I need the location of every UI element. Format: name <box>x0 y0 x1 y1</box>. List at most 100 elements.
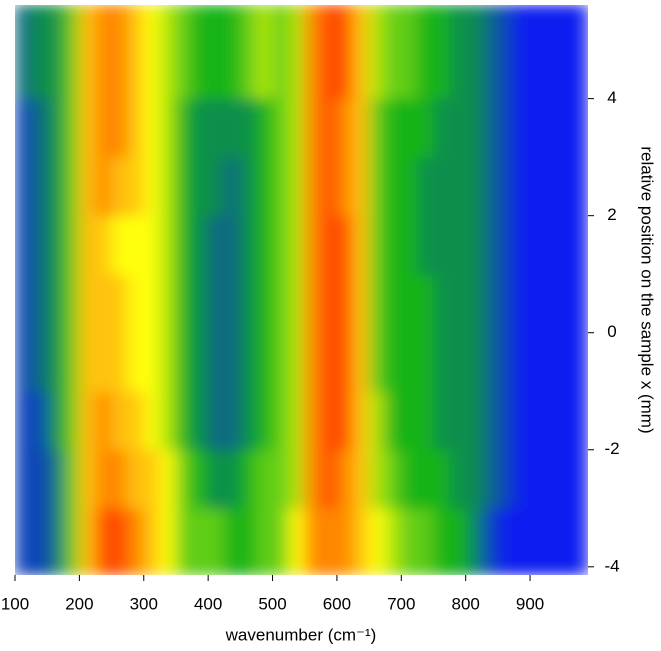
heatmap-cell <box>561 332 579 392</box>
heatmap-cell <box>175 98 193 158</box>
heatmap-cell <box>304 449 322 509</box>
heatmap-cell <box>577 273 588 334</box>
heatmap-cell <box>352 449 370 509</box>
heatmap-cell <box>368 273 386 334</box>
heatmap-cell <box>30 5 48 100</box>
heatmap-cell <box>529 98 547 158</box>
heatmap-cell <box>127 5 145 100</box>
heatmap-cell <box>320 273 338 334</box>
heatmap-cell <box>207 156 225 217</box>
heatmap-cell <box>320 98 338 158</box>
heatmap-cell <box>304 215 322 275</box>
heatmap-cell <box>111 332 129 392</box>
heatmap-cell <box>400 449 418 509</box>
heatmap-cell <box>465 390 483 451</box>
heatmap-cell <box>497 273 515 334</box>
y-tick-label: -4 <box>604 556 619 575</box>
heatmap-cell <box>336 449 354 509</box>
heatmap-cell <box>239 273 257 334</box>
heatmap-cell <box>384 507 402 575</box>
heatmap-cell <box>545 449 563 509</box>
heatmap-cell <box>368 156 386 217</box>
heatmap-cell <box>513 5 531 100</box>
heatmap-cell <box>288 332 306 392</box>
y-tick-label: 0 <box>607 322 616 341</box>
heatmap-cell <box>416 98 434 158</box>
heatmap-cell <box>175 156 193 217</box>
heatmap-cell <box>46 449 64 509</box>
heatmap-cell <box>545 273 563 334</box>
heatmap-cell <box>30 215 48 275</box>
y-tick-label: 4 <box>607 88 616 107</box>
y-tick-label: 2 <box>607 205 616 224</box>
heatmap-cell <box>239 5 257 100</box>
heatmap-cell <box>207 98 225 158</box>
heatmap-cell <box>62 5 80 100</box>
heatmap-cell <box>513 449 531 509</box>
heatmap-cell <box>529 273 547 334</box>
heatmap-cell <box>416 273 434 334</box>
heatmap-cell <box>304 156 322 217</box>
heatmap-cell <box>175 332 193 392</box>
heatmap-cell <box>223 273 241 334</box>
y-axis-label: relative position on the sample x (mm) <box>638 146 657 433</box>
x-axis-label: wavenumber (cm⁻¹) <box>225 625 377 644</box>
heatmap-cell <box>561 507 579 575</box>
heatmap-cell <box>336 215 354 275</box>
heatmap-cell <box>127 98 145 158</box>
heatmap-cell <box>545 5 563 100</box>
heatmap-cell <box>577 390 588 451</box>
heatmap-cell <box>111 449 129 509</box>
heatmap-cell <box>143 390 161 451</box>
heatmap-cell <box>320 5 338 100</box>
heatmap-cell <box>577 215 588 275</box>
heatmap-cell <box>368 5 386 100</box>
heatmap-cell <box>513 273 531 334</box>
heatmap-cell <box>143 98 161 158</box>
heatmap-cell <box>561 5 579 100</box>
heatmap-cell <box>223 507 241 575</box>
heatmap-cell <box>46 273 64 334</box>
y-tick-label: -2 <box>604 439 619 458</box>
heatmap-cell <box>304 332 322 392</box>
heatmap-cell <box>304 273 322 334</box>
heatmap-cell <box>497 390 515 451</box>
heatmap-cell <box>78 507 96 575</box>
heatmap-cell <box>465 215 483 275</box>
heatmap-cell <box>384 98 402 158</box>
x-tick-label: 900 <box>516 594 544 613</box>
heatmap-cell <box>239 507 257 575</box>
heatmap-cell <box>78 273 96 334</box>
heatmap-cell <box>255 449 274 509</box>
heatmap-cell <box>223 98 241 158</box>
heatmap-cell <box>223 5 241 100</box>
heatmap-cell <box>529 507 547 575</box>
heatmap-cell <box>352 390 370 451</box>
heatmap-cell <box>15 273 32 334</box>
heatmap-cell <box>30 273 48 334</box>
heatmap-cell <box>239 215 257 275</box>
heatmap-cell <box>352 215 370 275</box>
heatmap-cell <box>400 507 418 575</box>
heatmap-cell <box>432 449 451 509</box>
heatmap-cell <box>320 332 338 392</box>
heatmap-cell <box>255 507 274 575</box>
heatmap-cell <box>78 5 96 100</box>
heatmap-cell <box>255 5 274 100</box>
heatmap-cell <box>272 98 290 158</box>
heatmap-cell <box>159 273 177 334</box>
heatmap-cell <box>336 5 354 100</box>
heatmap-cell <box>94 273 113 334</box>
heatmap-cell <box>352 98 370 158</box>
x-tick-label: 800 <box>451 594 479 613</box>
heatmap-cell <box>191 390 209 451</box>
heatmap-cell <box>449 156 467 217</box>
heatmap-cell <box>223 390 241 451</box>
x-tick-label: 600 <box>323 594 351 613</box>
heatmap-cell <box>62 332 80 392</box>
heatmap-cell <box>432 156 451 217</box>
heatmap-cell <box>545 390 563 451</box>
heatmap-cell <box>159 332 177 392</box>
heatmap-cell <box>62 98 80 158</box>
heatmap-cell <box>272 273 290 334</box>
